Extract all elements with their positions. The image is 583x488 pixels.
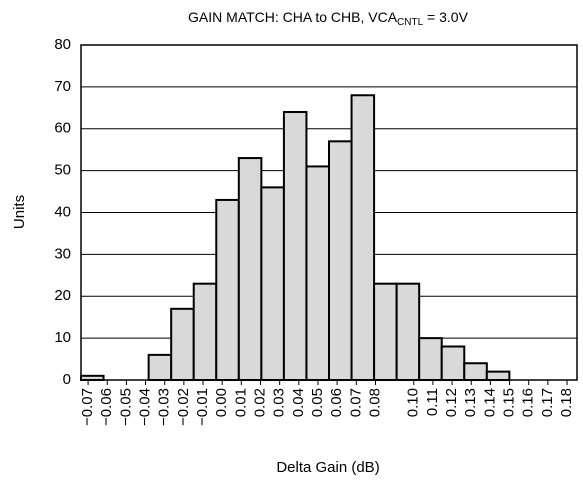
x-tick-label: 0.02 <box>251 388 268 417</box>
x-tick-label: 0.12 <box>443 388 460 417</box>
x-axis-title: Delta Gain (dB) <box>276 459 379 476</box>
y-tick-label: 50 <box>54 162 71 179</box>
bar <box>170 307 195 381</box>
bar <box>192 282 218 381</box>
x-tick-label: 0.13 <box>462 388 479 417</box>
title-subscript: CNTL <box>397 17 424 28</box>
bar <box>215 198 240 381</box>
x-tick-label: −0.06 <box>98 388 115 426</box>
x-tick-label: −0.03 <box>156 388 173 426</box>
x-tick-label: 0.18 <box>558 388 575 417</box>
bar <box>485 370 511 381</box>
bar <box>440 345 466 381</box>
chart-title: GAIN MATCH: CHA to CHB, VCACNTL = 3.0V <box>188 9 469 28</box>
x-tick-label: −0.04 <box>137 388 154 426</box>
y-tick-label: 80 <box>54 36 71 53</box>
x-tick-label: −0.01 <box>194 388 211 426</box>
y-tick-label: 40 <box>54 203 71 220</box>
y-tick-label: 30 <box>54 245 71 262</box>
x-tick-label: −0.05 <box>117 388 134 426</box>
x-tick-label: 0.01 <box>232 388 249 417</box>
bar <box>328 140 353 381</box>
x-tick-label: 0.06 <box>328 388 345 417</box>
x-tick-label: 0.07 <box>347 388 364 417</box>
bar <box>305 165 331 381</box>
bar <box>147 353 173 381</box>
x-tick-label: 0.10 <box>405 388 422 417</box>
y-axis-title: Units <box>11 195 28 229</box>
bar <box>395 282 421 381</box>
bar <box>373 282 398 381</box>
title-suffix: = 3.0V <box>423 9 468 25</box>
x-tick-label: 0.11 <box>424 388 441 416</box>
x-tick-label: 0.16 <box>520 388 537 417</box>
bar <box>350 94 376 381</box>
bar <box>418 337 443 381</box>
bar <box>237 157 263 381</box>
plot-frame <box>80 44 578 381</box>
x-tick-label: 0.00 <box>213 388 230 417</box>
y-tick-label: 60 <box>54 120 71 137</box>
x-tick-label: 0.05 <box>309 388 326 417</box>
x-tick-label: −0.02 <box>175 388 192 426</box>
x-tick-label: 0.15 <box>501 388 518 417</box>
x-tick-label: 0.17 <box>539 388 556 417</box>
y-tick-label: 20 <box>54 287 71 304</box>
bar <box>282 111 308 381</box>
y-tick-label: 70 <box>54 78 71 95</box>
x-tick-label: 0.14 <box>481 388 498 417</box>
y-tick-label: 0 <box>63 371 71 388</box>
y-tick-label: 10 <box>54 329 71 346</box>
x-tick-label: 0.08 <box>366 388 383 417</box>
x-tick-label: 0.04 <box>290 388 307 417</box>
x-tick-label: 0.03 <box>271 388 288 417</box>
bar <box>260 186 285 381</box>
title-main: GAIN MATCH: CHA to CHB, VCA <box>188 9 398 25</box>
bar <box>463 362 488 381</box>
x-tick-label: −0.07 <box>79 388 96 426</box>
